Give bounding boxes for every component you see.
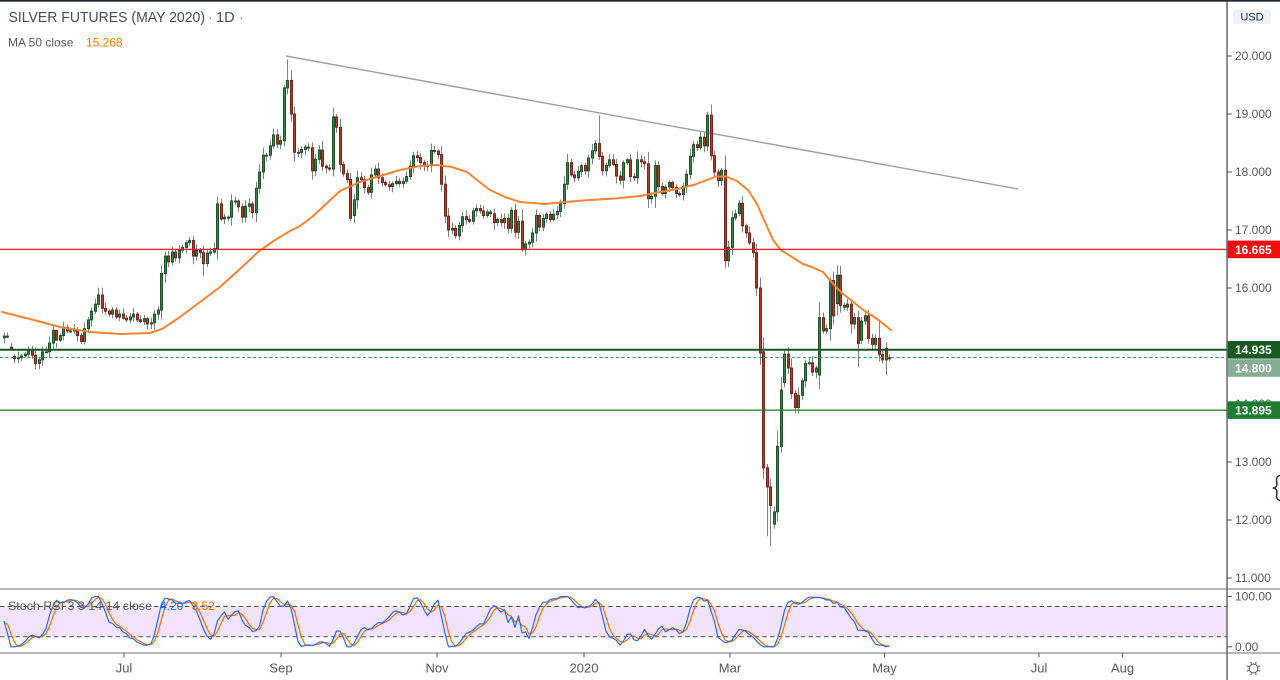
svg-text:Nov: Nov <box>425 661 449 676</box>
svg-text:11.000: 11.000 <box>1235 571 1271 585</box>
svg-text:20.000: 20.000 <box>1235 49 1272 63</box>
svg-text:13.895: 13.895 <box>1235 404 1272 418</box>
svg-text:4.20: 4.20 <box>160 599 184 613</box>
svg-text:14.800: 14.800 <box>1235 361 1272 375</box>
svg-text:Mar: Mar <box>719 661 742 676</box>
svg-text:13.000: 13.000 <box>1235 455 1272 469</box>
svg-text:3.52: 3.52 <box>192 599 216 613</box>
svg-text:SILVER FUTURES (MAY 2020): SILVER FUTURES (MAY 2020) <box>9 10 206 26</box>
svg-text:Stoch RSI 3 3 14 14 close: Stoch RSI 3 3 14 14 close <box>8 599 152 613</box>
svg-text:2020: 2020 <box>570 661 599 676</box>
svg-text:16.000: 16.000 <box>1235 281 1272 295</box>
svg-text:Aug: Aug <box>1111 661 1134 676</box>
svg-text:19.000: 19.000 <box>1235 107 1272 121</box>
svg-text:·: · <box>239 10 244 26</box>
svg-text:Sep: Sep <box>269 661 292 676</box>
svg-text:14.935: 14.935 <box>1235 343 1272 357</box>
svg-text:15.268: 15.268 <box>86 36 123 50</box>
svg-text:·: · <box>208 10 213 26</box>
svg-text:Jul: Jul <box>1031 661 1048 676</box>
svg-text:Jul: Jul <box>116 661 133 676</box>
svg-text:16.665: 16.665 <box>1235 243 1272 257</box>
svg-text:100.00: 100.00 <box>1235 590 1272 604</box>
svg-text:12.000: 12.000 <box>1235 513 1272 527</box>
svg-text:17.000: 17.000 <box>1235 223 1272 237</box>
svg-text:USD: USD <box>1240 12 1263 24</box>
svg-text:May: May <box>872 661 897 676</box>
svg-text:0.00: 0.00 <box>1235 640 1259 654</box>
svg-text:18.000: 18.000 <box>1235 165 1272 179</box>
svg-text:1D: 1D <box>216 10 235 26</box>
svg-text:MA 50 close: MA 50 close <box>8 36 74 50</box>
